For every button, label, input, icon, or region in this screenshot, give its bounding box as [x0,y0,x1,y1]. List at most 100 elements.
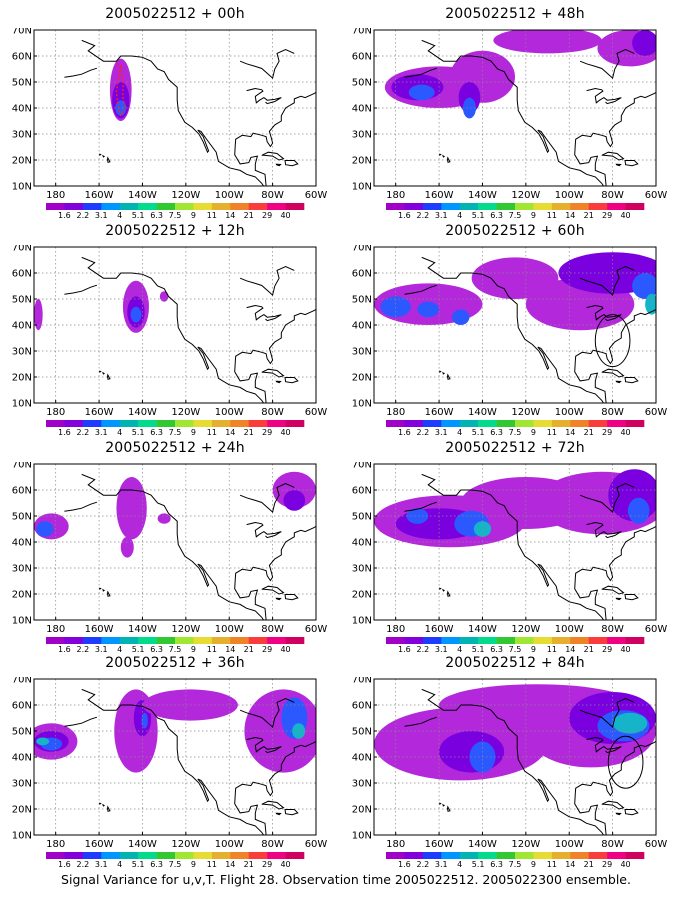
colorbar-swatch [496,852,516,859]
colorbar-label: 40 [280,428,290,437]
lat-tick-label: 70N [12,28,32,37]
coastline [579,265,635,297]
map-content [374,679,656,835]
island-outline [99,587,102,591]
colorbar-label: 11 [207,428,217,437]
variance-contour [612,712,648,734]
lon-tick-label: 80W [261,407,284,418]
colorbar-label: 11 [207,211,217,220]
lat-tick-label: 50N [352,78,372,89]
colorbar-swatch [267,203,286,210]
colorbar-label: 21 [584,211,594,220]
colorbar-label: 40 [280,860,290,869]
lat-tick-label: 20N [352,156,372,167]
colorbar-label: 11 [547,645,557,654]
coastline [239,48,295,80]
colorbar-label: 14 [225,428,235,437]
lon-tick-label: 160W [85,407,114,418]
island-outline [284,809,299,816]
lat-tick-label: 30N [352,779,372,790]
colorbar-label: 3.1 [435,428,448,437]
colorbar-swatch [386,420,405,427]
lat-tick-label: 20N [12,373,32,384]
colorbar-swatch [82,852,102,859]
colorbar-label: 1.6 [58,211,71,220]
colorbar-label: 29 [602,645,612,654]
colorbar-swatch [46,852,65,859]
colorbar-swatch [119,637,139,644]
lat-tick-label: 60N [352,486,372,497]
colorbar-label: 1.6 [58,860,71,869]
colorbar-swatch [175,203,194,210]
colorbar-swatch [46,203,65,210]
lat-tick-label: 20N [12,156,32,167]
colorbar-label: 1.6 [398,860,411,869]
lon-tick-label: 100W [215,407,244,418]
colorbar-label: 4 [457,211,462,220]
colorbar-label: 4 [117,645,122,654]
lon-tick-label: 140W [128,839,157,850]
map-panel-00h: 2005022512 + 00h 70N 60N 50N 40N 30N 20N 10N 18… [10,6,340,224]
colorbar-swatch [459,637,479,644]
colorbar-label: 21 [244,211,254,220]
lon-tick-label: 120W [511,624,540,635]
lon-tick-label: 60W [305,624,328,635]
coastline [81,688,265,835]
lon-tick-label: 120W [171,407,200,418]
colorbar-label: 40 [280,211,290,220]
lon-tick-label: 60W [645,624,668,635]
lon-tick-label: 80W [261,190,284,201]
variance-contour [632,273,656,299]
lon-tick-label: 60W [645,839,668,850]
lat-tick-label: 40N [12,104,32,115]
map-content [374,464,656,620]
island-outline [106,590,111,597]
lat-tick-label: 20N [352,590,372,601]
coastline [246,736,282,754]
colorbar-swatch [422,637,442,644]
island-outline [624,809,639,816]
colorbar-swatch [193,852,213,859]
colorbar-label: 40 [620,428,630,437]
variance-contour [120,536,134,558]
colorbar-label: 14 [565,645,575,654]
variance-contour [380,296,411,318]
colorbar-swatch [64,637,84,644]
colorbar-label: 21 [584,860,594,869]
colorbar-swatch [515,420,534,427]
coastline [246,304,282,322]
colorbar-swatch [478,852,497,859]
colorbar-swatch [386,637,405,644]
map-plot: 70N 60N 50N 40N 30N 20N 10N 180 160W 140W 120W 100W… [352,677,668,869]
colorbar-swatch [478,637,497,644]
variance-contour [116,477,147,540]
colorbar-swatch [211,852,231,859]
coastline [421,473,605,620]
colorbar-label: 9 [531,428,536,437]
colorbar-swatch [285,852,305,859]
variance-contour [406,508,429,524]
colorbar-swatch [570,203,590,210]
island-outline [624,594,639,601]
lon-tick-label: 140W [128,190,157,201]
colorbar-label: 2.2 [76,645,89,654]
colorbar-label: 2.2 [416,211,429,220]
lat-tick-label: 70N [352,28,372,37]
coastline [586,736,622,754]
colorbar-swatch [478,420,497,427]
island-outline [99,802,102,806]
variance-contour [159,291,169,302]
coastline [64,67,98,78]
coastline [586,521,622,539]
lat-tick-label: 30N [12,564,32,575]
coastline [234,91,316,186]
panel-title: 2005022512 + 36h [105,655,245,671]
colorbar-swatch [496,203,516,210]
lat-tick-label: 70N [12,462,32,471]
island-outline [624,160,639,167]
map-content [34,464,316,620]
lat-tick-label: 10N [12,616,32,627]
colorbar-swatch [175,420,194,427]
lon-tick-label: 180 [386,839,405,850]
coastline [81,39,265,186]
